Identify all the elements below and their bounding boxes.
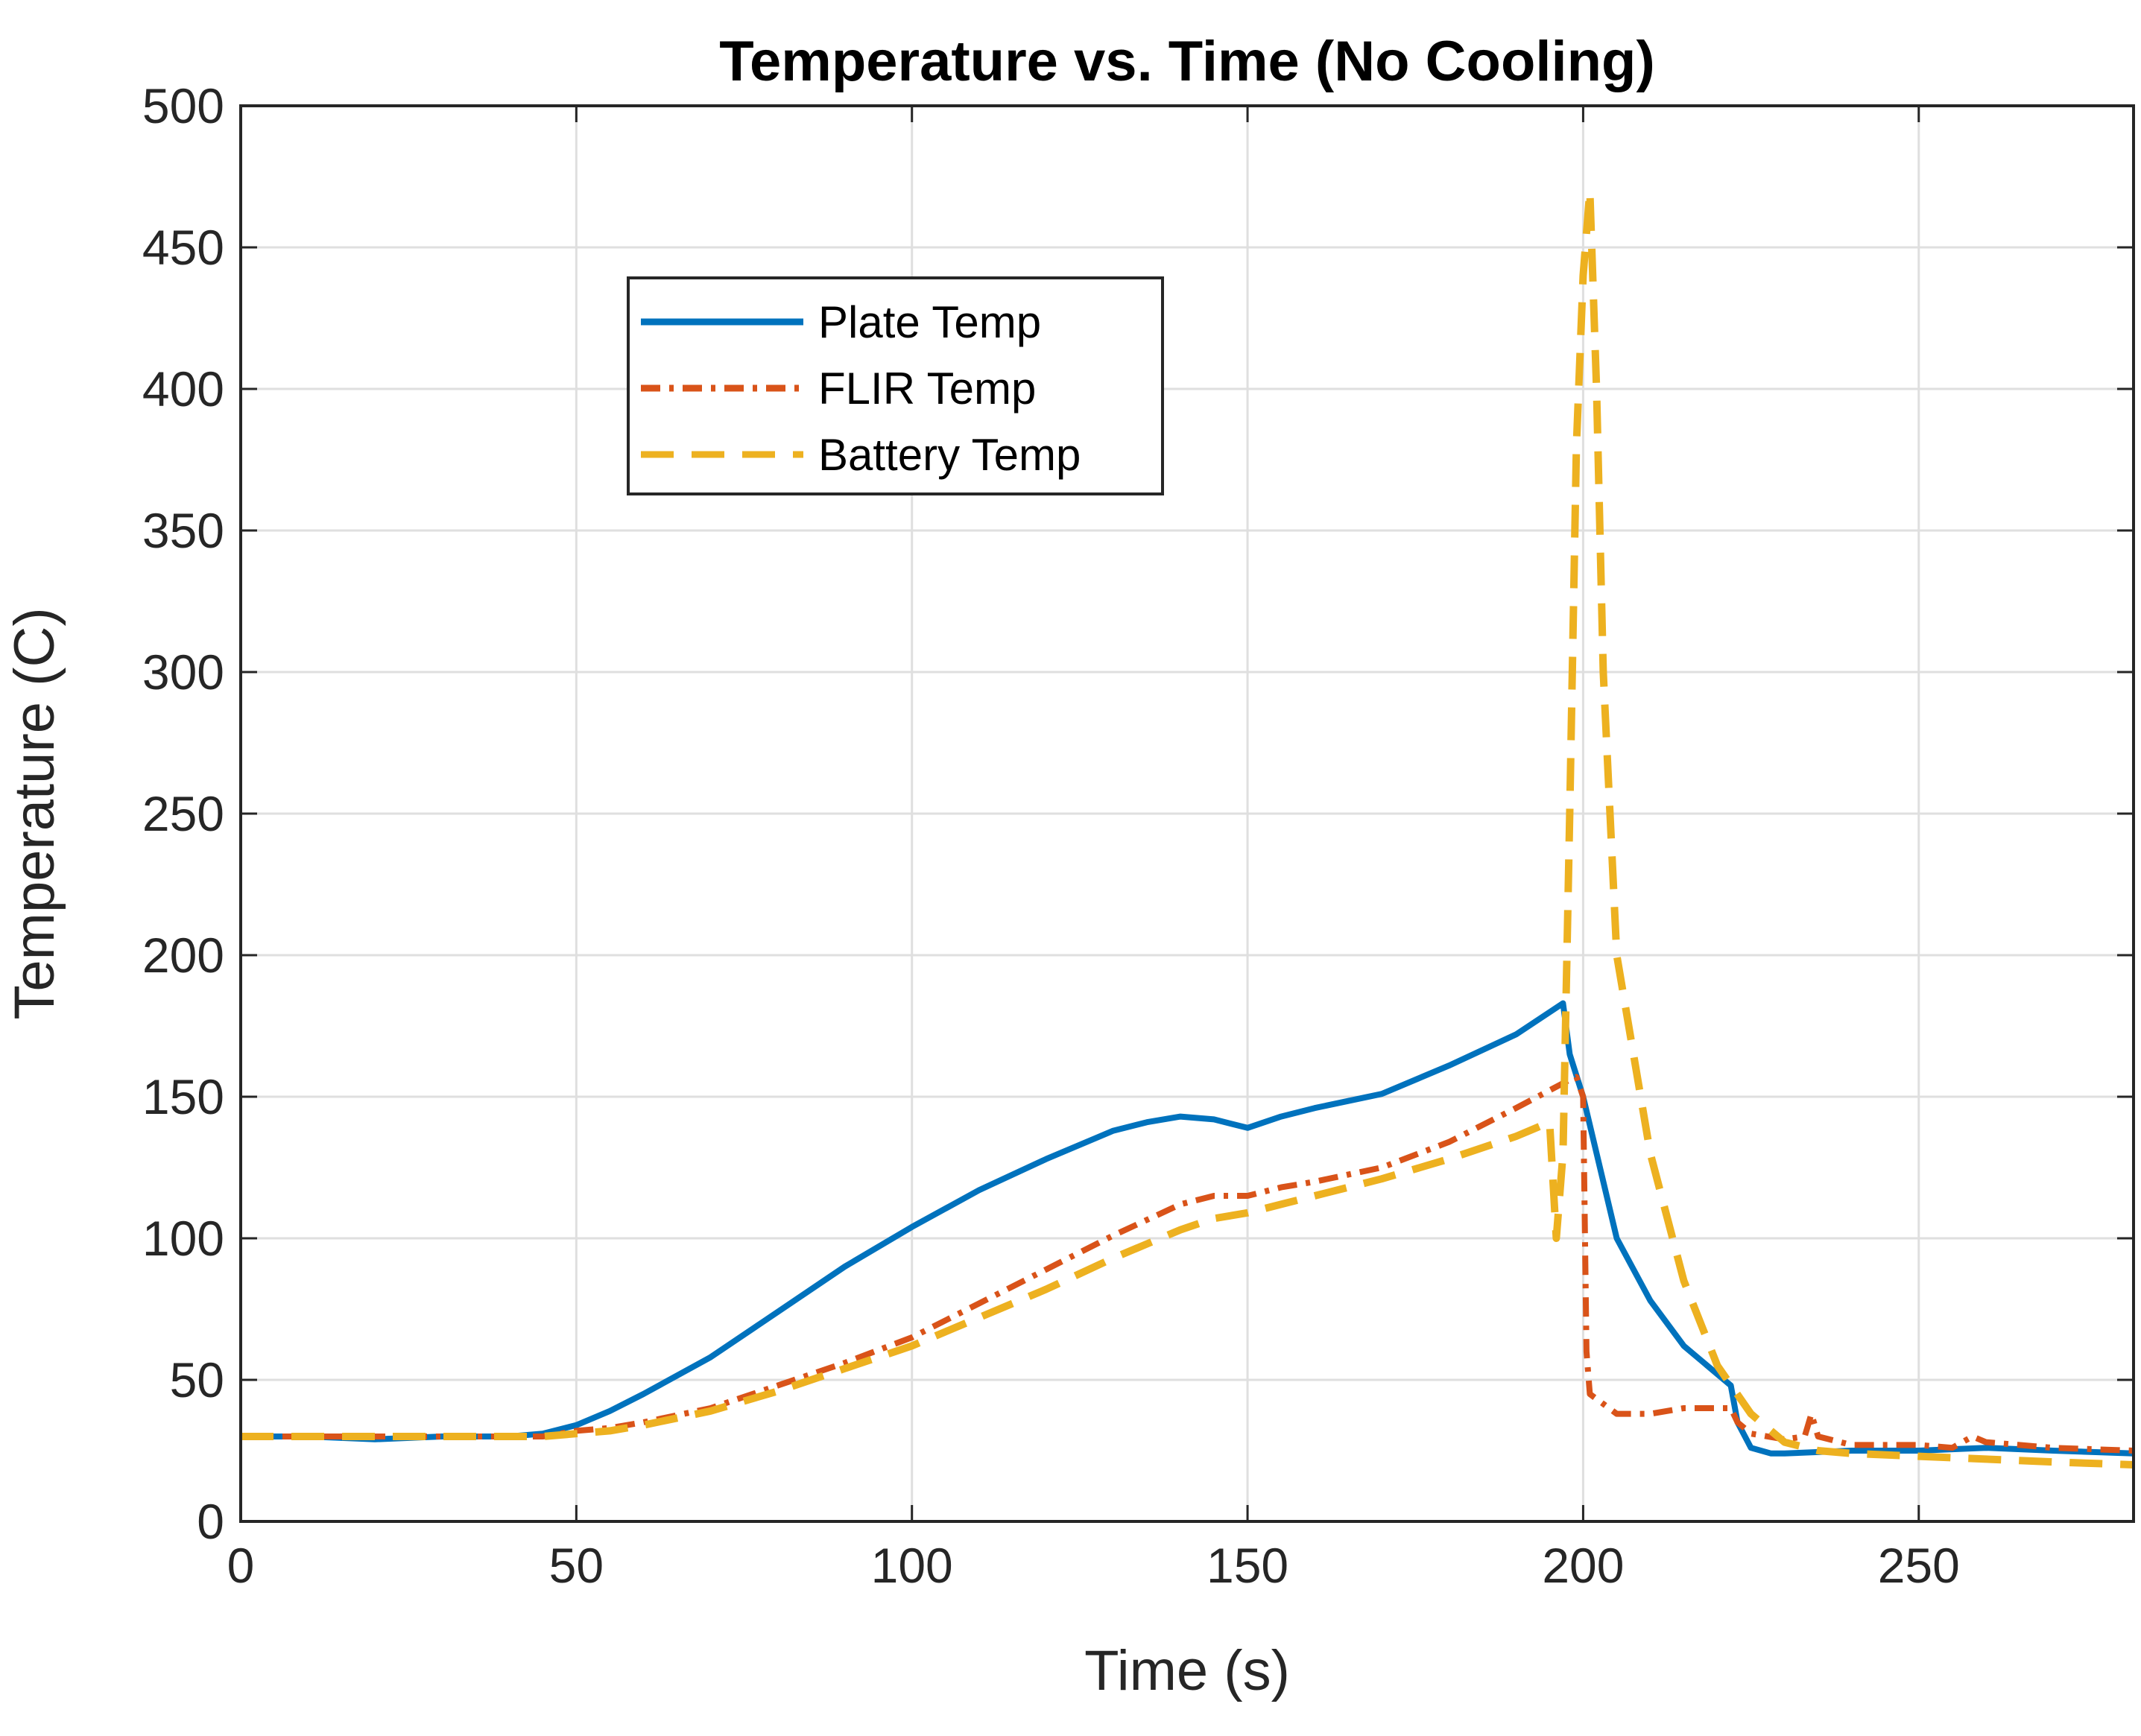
legend-label-flir-temp: FLIR Temp	[818, 364, 1036, 414]
legend-box	[627, 276, 1164, 495]
y-tick-label: 100	[142, 1211, 224, 1266]
data-series	[241, 187, 2134, 1469]
y-tick-label: 0	[197, 1494, 224, 1549]
series-line-battery-temp	[241, 187, 2134, 1469]
legend-label-battery-temp: Battery Temp	[818, 430, 1081, 480]
y-tick-label: 450	[142, 220, 224, 275]
legend-label-plate-temp: Plate Temp	[818, 297, 1041, 347]
series-line-plate-temp	[241, 1000, 2134, 1457]
y-tick-label: 250	[142, 786, 224, 841]
x-axis-label: Time (s)	[1084, 1639, 1290, 1702]
y-tick-label: 50	[170, 1352, 224, 1407]
x-tick-label: 0	[227, 1538, 255, 1593]
chart-title: Temperature vs. Time (No Cooling)	[719, 30, 1655, 93]
y-tick-label: 400	[142, 361, 224, 416]
series-line-flir-temp	[241, 1074, 2134, 1454]
y-tick-label: 150	[142, 1069, 224, 1124]
x-tick-label: 200	[1542, 1538, 1624, 1593]
y-tick-label: 500	[142, 78, 224, 133]
x-tick-label: 150	[1207, 1538, 1288, 1593]
y-tick-label: 200	[142, 928, 224, 983]
x-tick-label: 250	[1878, 1538, 1960, 1593]
y-axis-label: Temperature (C)	[3, 607, 66, 1019]
y-tick-label: 350	[142, 503, 224, 558]
x-tick-label: 50	[549, 1538, 604, 1593]
grid-lines	[241, 106, 2134, 1521]
legend: Plate Temp FLIR Temp Battery Temp	[627, 276, 1164, 495]
x-tick-label: 100	[871, 1538, 953, 1593]
axis-ticks: 0 50 100 150 200 250 0 50 100 150 200 250 300 350 400 4…	[142, 78, 2134, 1593]
y-tick-label: 300	[142, 644, 224, 700]
